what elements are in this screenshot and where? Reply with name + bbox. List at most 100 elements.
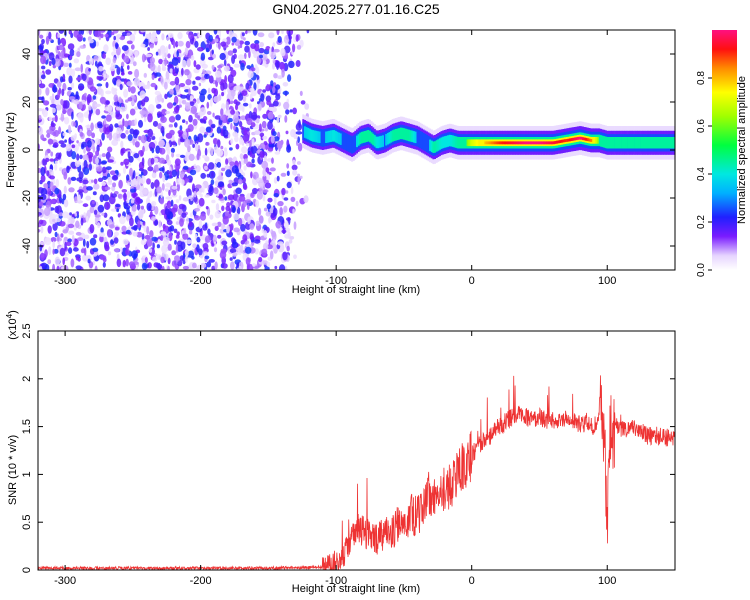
noise-cell: [50, 213, 57, 220]
noise-cell: [74, 160, 81, 168]
noise-cell: [289, 109, 293, 113]
noise-cell: [71, 234, 75, 244]
noise-cell: [102, 261, 106, 268]
ridge-cell: [652, 137, 654, 149]
noise-cell: [88, 39, 94, 44]
noise-cell: [204, 255, 210, 260]
noise-cell: [117, 213, 122, 218]
noise-cell: [52, 263, 56, 270]
noise-cell: [154, 90, 161, 96]
noise-cell: [175, 84, 180, 93]
noise-cell: [127, 52, 133, 56]
noise-cell: [171, 169, 177, 178]
noise-cell: [224, 210, 229, 217]
noise-cell: [207, 87, 211, 94]
ridge-cell: [539, 141, 542, 145]
noise-cell: [162, 51, 165, 60]
noise-cell: [105, 100, 110, 105]
noise-cell: [167, 203, 172, 208]
noise-cell: [268, 32, 275, 39]
noise-cell: [172, 69, 176, 75]
noise-cell: [272, 42, 276, 48]
noise-cell: [171, 141, 177, 146]
noise-cell: [225, 36, 231, 45]
noise-cell: [214, 180, 219, 187]
noise-cell: [126, 40, 133, 45]
ridge-cell: [554, 141, 557, 144]
noise-cell: [141, 53, 146, 63]
noise-cell: [40, 74, 46, 80]
noise-cell: [179, 154, 186, 158]
noise-cell: [112, 182, 117, 188]
noise-cell: [229, 229, 232, 236]
ridge-cell: [359, 132, 362, 145]
noise-cell: [52, 84, 57, 94]
noise-cell: [258, 47, 265, 54]
noise-cell: [289, 236, 295, 240]
noise-cell: [55, 217, 62, 223]
noise-cell: [120, 71, 125, 76]
noise-cell: [169, 81, 176, 86]
noise-cell: [210, 123, 216, 129]
ridge-cell: [492, 141, 495, 145]
ridge-cell: [456, 136, 459, 149]
noise-cell: [151, 135, 156, 141]
noise-cell: [252, 171, 259, 180]
noise-cell: [208, 119, 213, 126]
noise-cell: [195, 187, 199, 192]
noise-cell: [201, 63, 208, 69]
ridge-cell: [495, 141, 498, 145]
ridge-cell: [437, 139, 440, 151]
noise-cell: [108, 132, 113, 141]
noise-cell: [266, 83, 270, 90]
noise-cell: [102, 176, 108, 180]
y-tick-label: -20: [21, 190, 33, 206]
noise-cell: [119, 215, 126, 225]
noise-cell: [286, 245, 290, 252]
noise-cell: [139, 90, 146, 99]
colorbar-gradient: [712, 30, 737, 270]
noise-cell: [47, 138, 54, 145]
spectrogram-y-label: Frequency (Hz): [5, 112, 17, 188]
noise-cell: [231, 36, 237, 43]
noise-cell: [81, 141, 87, 148]
noise-cell: [68, 187, 75, 193]
noise-cell: [56, 265, 60, 270]
noise-cell: [225, 101, 229, 111]
noise-cell: [206, 261, 212, 268]
noise-cell: [107, 146, 113, 153]
ridge-cell: [645, 137, 648, 149]
noise-cell: [295, 34, 299, 42]
noise-cell: [123, 166, 126, 174]
noise-cell: [107, 104, 113, 113]
noise-cell: [52, 218, 56, 223]
noise-cell: [60, 50, 65, 59]
x-tick-label: -200: [190, 275, 212, 287]
noise-cell: [217, 234, 222, 239]
noise-cell: [276, 75, 283, 80]
noise-cell: [38, 80, 42, 85]
noise-cell: [199, 213, 207, 221]
noise-cell: [259, 186, 264, 195]
ridge-cell: [510, 141, 513, 145]
noise-cell: [49, 199, 56, 205]
ridge-cell: [630, 137, 633, 149]
noise-cell: [286, 181, 292, 189]
noise-cell: [222, 215, 229, 225]
ridge-cell: [443, 136, 446, 148]
noise-cell: [88, 68, 91, 72]
noise-cell: [130, 188, 136, 193]
ridge-cell: [528, 141, 531, 145]
ridge-cell: [513, 141, 516, 145]
noise-cell: [121, 103, 125, 107]
noise-cell: [55, 104, 62, 111]
noise-cell: [155, 145, 161, 154]
noise-cell: [207, 56, 214, 61]
ridge-cell: [419, 131, 422, 149]
noise-cell: [59, 247, 66, 257]
ridge-cell: [648, 137, 651, 149]
noise-cell: [117, 102, 120, 107]
colorbar-tick-label: 0.2: [696, 215, 707, 229]
noise-cell: [214, 70, 222, 78]
noise-cell: [246, 243, 252, 248]
